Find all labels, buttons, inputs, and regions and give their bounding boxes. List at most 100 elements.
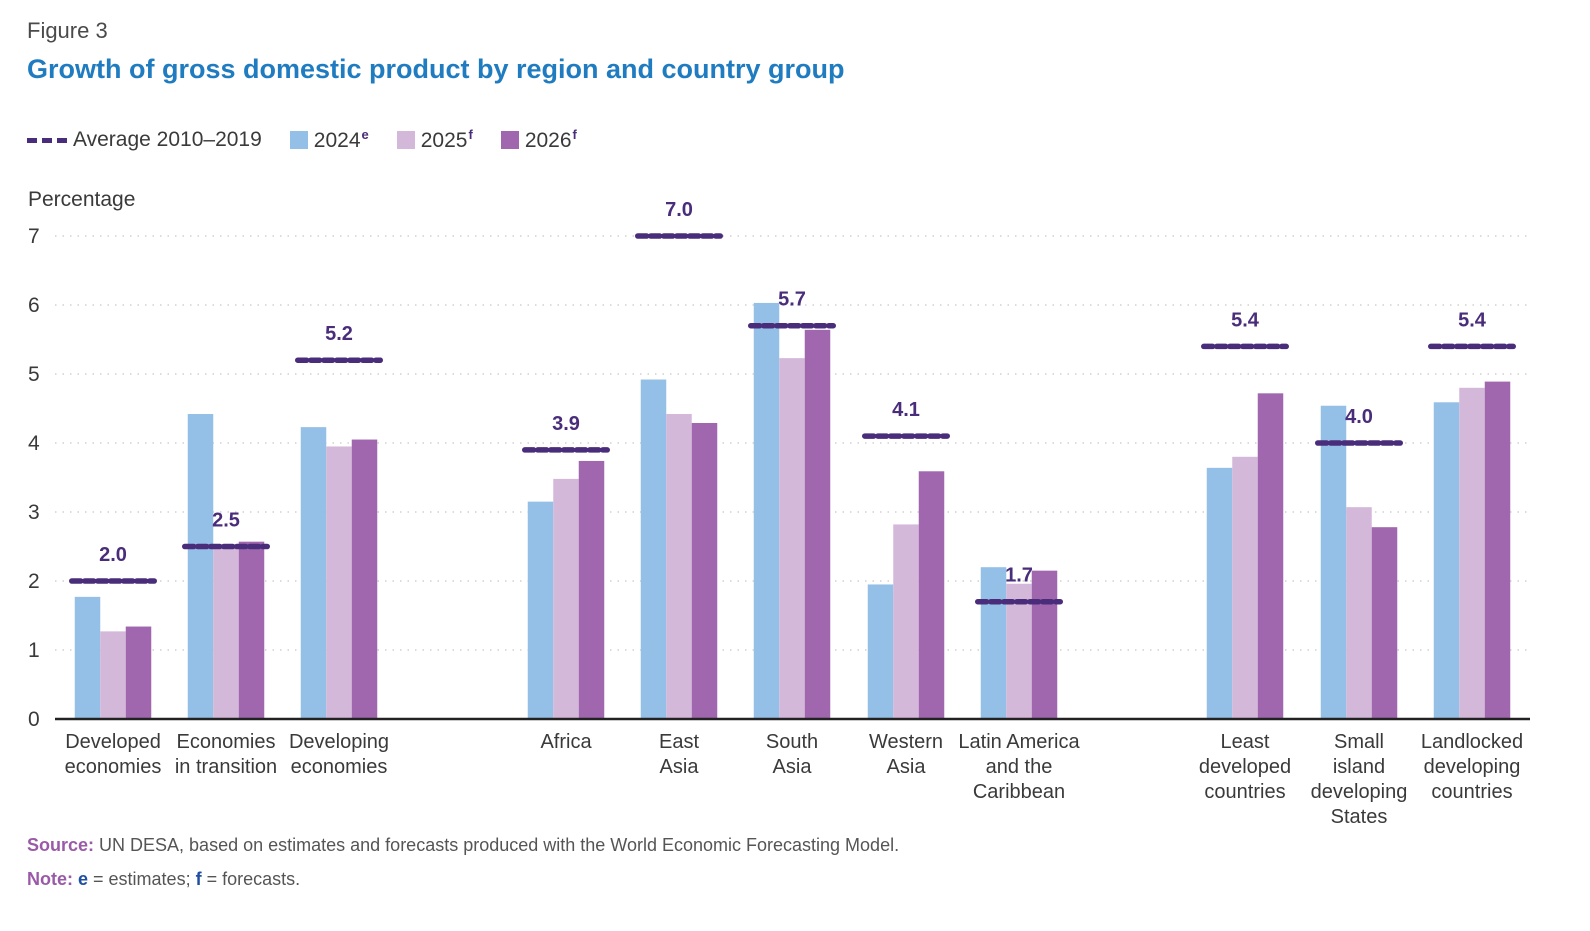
bar-2024 (74, 596, 101, 719)
x-category-label: Small island developing States (1311, 731, 1408, 828)
legend-label-average: Average 2010–2019 (73, 128, 262, 151)
bar-2025 (1346, 507, 1372, 719)
y-tick-label: 2 (28, 570, 40, 593)
x-category-label-line: Economies (177, 731, 276, 753)
x-category-label-line: countries (1204, 781, 1285, 803)
bar-2025 (1006, 583, 1032, 719)
average-value-label: 2.0 (99, 544, 127, 566)
bar-2024 (1320, 405, 1347, 719)
legend-label-2026: 2026 (524, 129, 572, 152)
x-category-label-line: Asia (660, 756, 700, 778)
bar-2026 (238, 541, 265, 719)
y-axis-title: Percentage (28, 188, 135, 211)
legend-label-2025: 2025 (420, 129, 468, 152)
note-e-text: = estimates; (88, 869, 196, 889)
bar-2026 (804, 329, 831, 719)
x-category-label-line: countries (1431, 781, 1512, 803)
average-value-label: 4.0 (1345, 406, 1373, 428)
note-f-text: = forecasts. (201, 869, 301, 889)
bar-2025 (779, 358, 805, 719)
x-category-label-line: economies (65, 756, 162, 778)
legend-item-average: Average 2010–2019 (27, 128, 262, 152)
y-tick-label: 6 (28, 294, 40, 317)
bar-2025 (666, 414, 692, 719)
bar-2025 (893, 524, 919, 719)
x-category-label-line: developing (1424, 756, 1521, 778)
average-value-label: 2.5 (212, 510, 240, 532)
average-value-label: 5.4 (1231, 309, 1260, 331)
bar-2025 (1459, 387, 1485, 719)
x-category-label-line: in transition (175, 756, 277, 778)
figure-label: Figure 3 (27, 18, 108, 43)
y-tick-label: 0 (28, 708, 40, 731)
x-category-label-line: East (659, 731, 699, 753)
bar-2024 (300, 427, 327, 719)
x-category-label-line: Small (1334, 731, 1384, 753)
average-value-label: 5.2 (325, 323, 353, 345)
bar-2026 (691, 422, 718, 719)
x-category-label: Economies in transition (175, 731, 277, 778)
bar-2024 (187, 414, 214, 719)
x-category-label-line: Western (869, 731, 943, 753)
x-category-label: Developed economies (65, 731, 162, 778)
x-category-label: Latin America and the Caribbean (958, 731, 1080, 803)
x-category-label-line: Caribbean (973, 781, 1065, 803)
footnote: Note: e = estimates; f = forecasts. (27, 869, 300, 890)
bar-2025 (100, 631, 126, 719)
average-value-label: 7.0 (665, 199, 693, 221)
x-category-label-line: Landlocked (1421, 731, 1523, 753)
legend-sup-2026: f (572, 127, 577, 142)
average-value-label: 5.4 (1458, 309, 1487, 331)
x-category-label-line: developed (1199, 756, 1291, 778)
note-label: Note: (27, 869, 73, 889)
dashed-line-icon (27, 137, 67, 143)
note-e: e (78, 869, 89, 889)
bar-2024 (1206, 467, 1233, 719)
bar-2026 (918, 471, 945, 719)
average-value-label: 5.7 (778, 289, 806, 311)
bar-2026 (1484, 381, 1511, 719)
x-category-label-line: South (766, 731, 818, 753)
y-tick-label: 5 (28, 363, 40, 386)
y-tick-label: 1 (28, 639, 40, 662)
x-category-label-line: Africa (540, 731, 592, 753)
y-tick-label: 7 (28, 225, 40, 248)
bar-2025 (553, 478, 579, 719)
x-category-label: Least developed countries (1199, 731, 1291, 803)
average-value-label: 1.7 (1005, 565, 1033, 587)
x-category-label-line: economies (291, 756, 388, 778)
legend-item-2024: 2024e (289, 127, 369, 153)
bar-2025 (1232, 456, 1258, 719)
x-category-label-line: island (1333, 756, 1385, 778)
bar-2026 (351, 439, 378, 719)
bar-2026 (1371, 527, 1398, 719)
chart-title: Growth of gross domestic product by regi… (27, 54, 845, 84)
y-tick-label: 4 (28, 432, 40, 455)
source-label: Source: (27, 835, 95, 855)
x-category-label-line: States (1331, 806, 1388, 828)
chart-legend: Average 2010–2019 2024e 2025f 2026f (27, 126, 605, 154)
bar-2024 (980, 567, 1007, 719)
x-category-label-line: Least (1221, 731, 1270, 753)
bar-2024 (1433, 402, 1460, 719)
x-category-label: Developing economies (289, 731, 389, 778)
legend-label-2024: 2024 (313, 129, 361, 152)
legend-swatch-2026 (500, 131, 519, 149)
legend-sup-2025: f (468, 127, 473, 142)
x-category-label-line: Latin America (958, 731, 1080, 753)
bar-2026 (125, 626, 152, 719)
bar-2024 (640, 379, 667, 719)
bar-2026 (1031, 570, 1058, 719)
legend-swatch-2025 (396, 131, 415, 149)
legend-item-2026: 2026f (500, 127, 577, 153)
x-category-label-line: developing (1311, 781, 1408, 803)
x-category-label-line: Asia (773, 756, 813, 778)
average-value-label: 4.1 (892, 399, 920, 421)
y-tick-label: 3 (28, 501, 40, 524)
x-category-label-line: and the (986, 756, 1053, 778)
bar-2024 (753, 302, 780, 719)
x-category-label: East Asia (659, 731, 699, 778)
average-value-label: 3.9 (552, 413, 580, 435)
x-category-label: Western Asia (869, 731, 943, 778)
